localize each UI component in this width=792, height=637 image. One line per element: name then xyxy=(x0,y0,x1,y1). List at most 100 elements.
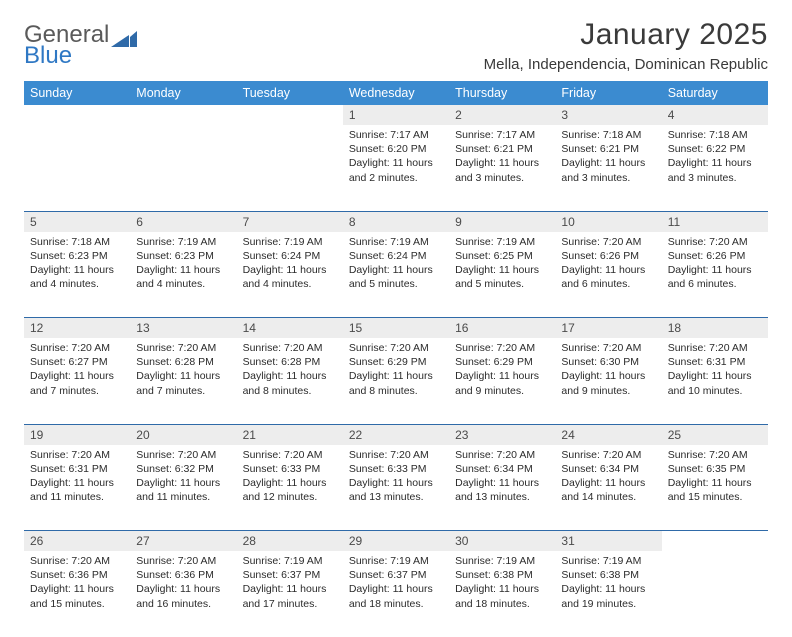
sunset-text: Sunset: 6:24 PM xyxy=(243,249,337,263)
sunrise-text: Sunrise: 7:20 AM xyxy=(668,235,762,249)
sunset-text: Sunset: 6:25 PM xyxy=(455,249,549,263)
day-details: Sunrise: 7:20 AMSunset: 6:31 PMDaylight:… xyxy=(28,445,126,505)
day-number: 31 xyxy=(555,531,661,551)
calendar-day-cell: Sunrise: 7:20 AMSunset: 6:30 PMDaylight:… xyxy=(555,338,661,424)
calendar-day-cell: Sunrise: 7:20 AMSunset: 6:27 PMDaylight:… xyxy=(24,338,130,424)
daylight-text: Daylight: 11 hours and 3 minutes. xyxy=(561,156,655,184)
calendar-daynum-cell: 15 xyxy=(343,318,449,339)
calendar-daynum-cell: 20 xyxy=(130,424,236,445)
weekday-header: Tuesday xyxy=(237,81,343,105)
calendar-day-cell: Sunrise: 7:18 AMSunset: 6:21 PMDaylight:… xyxy=(555,125,661,211)
day-details: Sunrise: 7:18 AMSunset: 6:21 PMDaylight:… xyxy=(559,125,657,185)
calendar-daynum-cell: 12 xyxy=(24,318,130,339)
calendar-day-cell: Sunrise: 7:20 AMSunset: 6:33 PMDaylight:… xyxy=(343,445,449,531)
day-number: 6 xyxy=(130,212,236,232)
calendar-day-cell: Sunrise: 7:20 AMSunset: 6:28 PMDaylight:… xyxy=(130,338,236,424)
daylight-text: Daylight: 11 hours and 5 minutes. xyxy=(349,263,443,291)
page-header: General Blue January 2025 Mella, Indepen… xyxy=(24,18,768,73)
brand-text: General Blue xyxy=(24,22,109,68)
sunset-text: Sunset: 6:36 PM xyxy=(30,568,124,582)
calendar-daynum-cell: 25 xyxy=(662,424,768,445)
weekday-header: Monday xyxy=(130,81,236,105)
sunrise-text: Sunrise: 7:20 AM xyxy=(136,341,230,355)
daylight-text: Daylight: 11 hours and 4 minutes. xyxy=(30,263,124,291)
calendar-daynum-cell: 17 xyxy=(555,318,661,339)
sunrise-text: Sunrise: 7:17 AM xyxy=(455,128,549,142)
calendar-daynum-cell xyxy=(662,531,768,552)
day-details: Sunrise: 7:20 AMSunset: 6:33 PMDaylight:… xyxy=(347,445,445,505)
sunrise-text: Sunrise: 7:20 AM xyxy=(561,341,655,355)
sunset-text: Sunset: 6:34 PM xyxy=(455,462,549,476)
calendar-daynum-cell: 9 xyxy=(449,211,555,232)
sunset-text: Sunset: 6:32 PM xyxy=(136,462,230,476)
calendar-daynum-cell: 7 xyxy=(237,211,343,232)
calendar-daynum-cell xyxy=(24,105,130,125)
day-details: Sunrise: 7:20 AMSunset: 6:27 PMDaylight:… xyxy=(28,338,126,398)
calendar-daynum-cell: 24 xyxy=(555,424,661,445)
daylight-text: Daylight: 11 hours and 3 minutes. xyxy=(455,156,549,184)
title-block: January 2025 Mella, Independencia, Domin… xyxy=(484,18,768,73)
calendar-day-cell: Sunrise: 7:20 AMSunset: 6:34 PMDaylight:… xyxy=(449,445,555,531)
daylight-text: Daylight: 11 hours and 16 minutes. xyxy=(136,582,230,610)
sunrise-text: Sunrise: 7:19 AM xyxy=(455,554,549,568)
day-details: Sunrise: 7:18 AMSunset: 6:22 PMDaylight:… xyxy=(666,125,764,185)
calendar-day-cell: Sunrise: 7:20 AMSunset: 6:26 PMDaylight:… xyxy=(555,232,661,318)
calendar-day-cell xyxy=(237,125,343,211)
sunset-text: Sunset: 6:31 PM xyxy=(30,462,124,476)
sunset-text: Sunset: 6:29 PM xyxy=(455,355,549,369)
daylight-text: Daylight: 11 hours and 10 minutes. xyxy=(668,369,762,397)
sunrise-text: Sunrise: 7:20 AM xyxy=(455,341,549,355)
calendar-day-cell: Sunrise: 7:19 AMSunset: 6:24 PMDaylight:… xyxy=(343,232,449,318)
calendar-week-row: Sunrise: 7:20 AMSunset: 6:27 PMDaylight:… xyxy=(24,338,768,424)
daylight-text: Daylight: 11 hours and 8 minutes. xyxy=(349,369,443,397)
sunset-text: Sunset: 6:26 PM xyxy=(561,249,655,263)
sunrise-text: Sunrise: 7:20 AM xyxy=(136,448,230,462)
day-number: 11 xyxy=(662,212,768,232)
sunrise-text: Sunrise: 7:17 AM xyxy=(349,128,443,142)
calendar-day-cell: Sunrise: 7:20 AMSunset: 6:28 PMDaylight:… xyxy=(237,338,343,424)
day-number: 29 xyxy=(343,531,449,551)
sunset-text: Sunset: 6:37 PM xyxy=(243,568,337,582)
day-number: 3 xyxy=(555,105,661,125)
day-number xyxy=(130,105,236,125)
calendar-day-cell: Sunrise: 7:19 AMSunset: 6:24 PMDaylight:… xyxy=(237,232,343,318)
sunset-text: Sunset: 6:22 PM xyxy=(668,142,762,156)
day-details xyxy=(28,125,126,128)
day-details: Sunrise: 7:19 AMSunset: 6:38 PMDaylight:… xyxy=(559,551,657,611)
day-details: Sunrise: 7:20 AMSunset: 6:28 PMDaylight:… xyxy=(241,338,339,398)
calendar-daynum-cell: 21 xyxy=(237,424,343,445)
calendar-day-cell: Sunrise: 7:20 AMSunset: 6:29 PMDaylight:… xyxy=(449,338,555,424)
weekday-header: Saturday xyxy=(662,81,768,105)
sunset-text: Sunset: 6:28 PM xyxy=(136,355,230,369)
sunrise-text: Sunrise: 7:20 AM xyxy=(136,554,230,568)
daylight-text: Daylight: 11 hours and 7 minutes. xyxy=(30,369,124,397)
calendar-daynum-row: 262728293031 xyxy=(24,531,768,552)
daylight-text: Daylight: 11 hours and 7 minutes. xyxy=(136,369,230,397)
sunset-text: Sunset: 6:26 PM xyxy=(668,249,762,263)
sunrise-text: Sunrise: 7:19 AM xyxy=(243,235,337,249)
day-details: Sunrise: 7:20 AMSunset: 6:28 PMDaylight:… xyxy=(134,338,232,398)
brand-logo: General Blue xyxy=(24,18,137,68)
day-details: Sunrise: 7:20 AMSunset: 6:36 PMDaylight:… xyxy=(28,551,126,611)
sunset-text: Sunset: 6:23 PM xyxy=(136,249,230,263)
sunrise-text: Sunrise: 7:20 AM xyxy=(455,448,549,462)
calendar-day-cell: Sunrise: 7:20 AMSunset: 6:33 PMDaylight:… xyxy=(237,445,343,531)
day-details: Sunrise: 7:20 AMSunset: 6:29 PMDaylight:… xyxy=(453,338,551,398)
calendar-daynum-cell: 5 xyxy=(24,211,130,232)
sunrise-text: Sunrise: 7:20 AM xyxy=(561,235,655,249)
calendar-week-row: Sunrise: 7:17 AMSunset: 6:20 PMDaylight:… xyxy=(24,125,768,211)
day-details xyxy=(241,125,339,128)
sunrise-text: Sunrise: 7:19 AM xyxy=(349,235,443,249)
daylight-text: Daylight: 11 hours and 13 minutes. xyxy=(455,476,549,504)
day-details: Sunrise: 7:20 AMSunset: 6:36 PMDaylight:… xyxy=(134,551,232,611)
calendar-daynum-cell xyxy=(237,105,343,125)
daylight-text: Daylight: 11 hours and 18 minutes. xyxy=(455,582,549,610)
sunrise-text: Sunrise: 7:20 AM xyxy=(30,448,124,462)
day-details: Sunrise: 7:18 AMSunset: 6:23 PMDaylight:… xyxy=(28,232,126,292)
calendar-day-cell: Sunrise: 7:19 AMSunset: 6:38 PMDaylight:… xyxy=(555,551,661,637)
sunset-text: Sunset: 6:21 PM xyxy=(561,142,655,156)
calendar-day-cell xyxy=(662,551,768,637)
calendar-day-cell: Sunrise: 7:19 AMSunset: 6:25 PMDaylight:… xyxy=(449,232,555,318)
day-number: 25 xyxy=(662,425,768,445)
calendar-daynum-cell: 10 xyxy=(555,211,661,232)
